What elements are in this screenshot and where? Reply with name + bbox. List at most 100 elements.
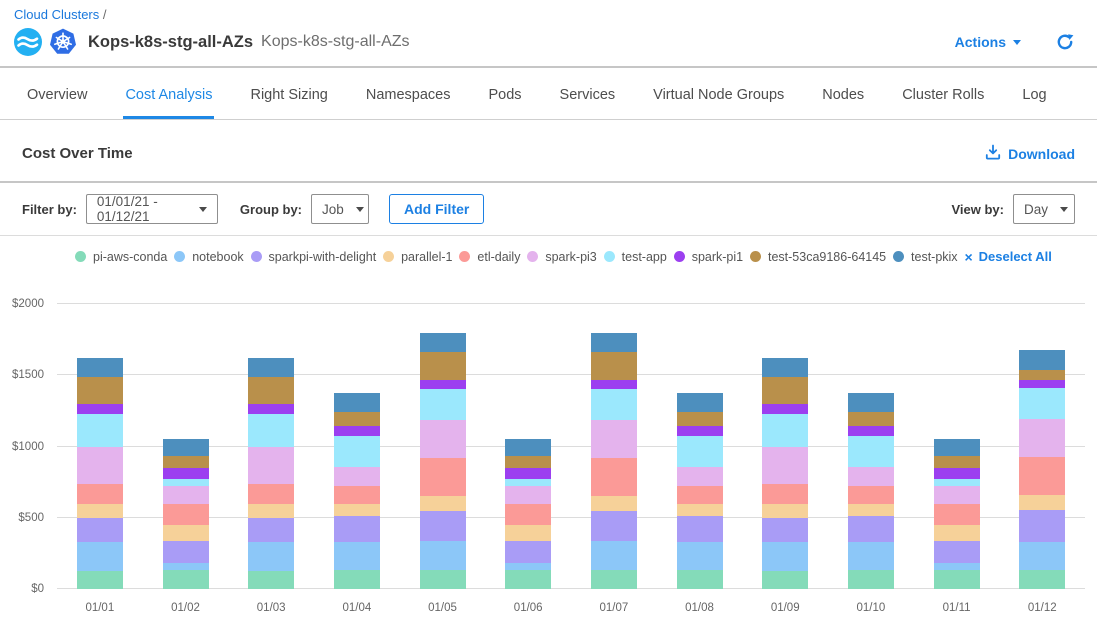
bar-segment-spark-pi3[interactable] [248,447,294,485]
bar-segment-notebook[interactable] [248,542,294,571]
bar-segment-sparkpi-with-delight[interactable] [848,516,894,542]
bar-segment-test-pkix[interactable] [77,358,123,377]
bar-segment-parallel-1[interactable] [591,496,637,511]
tab-log[interactable]: Log [1020,87,1048,119]
bar-segment-pi-aws-conda[interactable] [762,571,808,589]
bar-segment-spark-pi1[interactable] [248,404,294,414]
bar-segment-etl-daily[interactable] [762,484,808,504]
legend-item-test-pkix[interactable]: test-pkix [893,250,958,264]
bar-segment-test-53ca9186-64145[interactable] [77,377,123,404]
bar-segment-spark-pi3[interactable] [591,420,637,458]
bar-segment-sparkpi-with-delight[interactable] [505,541,551,563]
deselect-all-button[interactable]: × Deselect All [964,249,1051,264]
tab-cluster-rolls[interactable]: Cluster Rolls [900,87,986,119]
bar-segment-parallel-1[interactable] [762,504,808,518]
bar-segment-pi-aws-conda[interactable] [420,570,466,589]
bar-segment-test-53ca9186-64145[interactable] [591,352,637,381]
bar-segment-spark-pi3[interactable] [505,486,551,504]
bar-segment-test-53ca9186-64145[interactable] [1019,370,1065,380]
bar-segment-test-pkix[interactable] [420,333,466,352]
bar-segment-etl-daily[interactable] [77,484,123,504]
bar-segment-spark-pi1[interactable] [591,380,637,389]
tab-namespaces[interactable]: Namespaces [364,87,453,119]
bar-segment-test-app[interactable] [163,479,209,487]
legend-item-parallel-1[interactable]: parallel-1 [383,250,452,264]
bar-segment-pi-aws-conda[interactable] [505,570,551,589]
bar-segment-spark-pi1[interactable] [334,426,380,436]
stacked-bar-01/07[interactable] [591,304,637,589]
bar-segment-pi-aws-conda[interactable] [591,570,637,589]
bar-segment-sparkpi-with-delight[interactable] [1019,510,1065,542]
bar-segment-test-53ca9186-64145[interactable] [677,412,723,426]
bar-segment-spark-pi3[interactable] [848,467,894,486]
bar-segment-test-pkix[interactable] [762,358,808,377]
bar-segment-parallel-1[interactable] [848,504,894,517]
bar-segment-etl-daily[interactable] [334,486,380,503]
tab-cost-analysis[interactable]: Cost Analysis [123,87,214,119]
bar-segment-test-53ca9186-64145[interactable] [163,456,209,468]
bar-segment-etl-daily[interactable] [163,504,209,525]
bar-segment-pi-aws-conda[interactable] [677,570,723,589]
bar-segment-etl-daily[interactable] [420,458,466,496]
add-filter-button[interactable]: Add Filter [389,194,484,224]
bar-segment-notebook[interactable] [1019,542,1065,571]
bar-segment-etl-daily[interactable] [505,504,551,525]
bar-segment-test-pkix[interactable] [163,439,209,455]
breadcrumb-link-cloud-clusters[interactable]: Cloud Clusters [14,7,99,22]
stacked-bar-01/03[interactable] [248,304,294,589]
bar-segment-parallel-1[interactable] [420,496,466,511]
bar-segment-spark-pi3[interactable] [334,467,380,486]
bar-segment-test-53ca9186-64145[interactable] [248,377,294,404]
legend-item-spark-pi1[interactable]: spark-pi1 [674,250,743,264]
bar-segment-spark-pi3[interactable] [677,467,723,486]
actions-button[interactable]: Actions [955,34,1021,50]
bar-segment-spark-pi3[interactable] [420,420,466,458]
bar-segment-spark-pi1[interactable] [762,404,808,414]
bar-segment-test-53ca9186-64145[interactable] [505,456,551,468]
bar-segment-spark-pi1[interactable] [677,426,723,436]
bar-segment-pi-aws-conda[interactable] [848,570,894,589]
stacked-bar-01/06[interactable] [505,304,551,589]
stacked-bar-01/08[interactable] [677,304,723,589]
bar-segment-spark-pi3[interactable] [762,447,808,485]
bar-segment-spark-pi1[interactable] [934,468,980,479]
legend-item-test-app[interactable]: test-app [604,250,667,264]
bar-segment-test-pkix[interactable] [848,393,894,412]
bar-segment-spark-pi3[interactable] [77,447,123,485]
legend-item-pi-aws-conda[interactable]: pi-aws-conda [75,250,167,264]
bar-segment-notebook[interactable] [334,542,380,571]
bar-segment-test-53ca9186-64145[interactable] [934,456,980,468]
bar-segment-notebook[interactable] [77,542,123,571]
bar-segment-test-app[interactable] [334,436,380,467]
stacked-bar-01/10[interactable] [848,304,894,589]
bar-segment-etl-daily[interactable] [677,486,723,503]
bar-segment-etl-daily[interactable] [934,504,980,525]
bar-segment-test-app[interactable] [591,389,637,420]
bar-segment-notebook[interactable] [420,541,466,570]
bar-segment-test-app[interactable] [505,479,551,487]
bar-segment-test-app[interactable] [420,389,466,420]
bar-segment-pi-aws-conda[interactable] [248,571,294,589]
bar-segment-spark-pi1[interactable] [77,404,123,414]
bar-segment-notebook[interactable] [591,541,637,570]
bar-segment-spark-pi1[interactable] [505,468,551,479]
refresh-button[interactable] [1055,32,1075,52]
bar-segment-parallel-1[interactable] [334,504,380,517]
tab-overview[interactable]: Overview [25,87,89,119]
legend-item-sparkpi-with-delight[interactable]: sparkpi-with-delight [251,250,377,264]
bar-segment-test-app[interactable] [934,479,980,487]
legend-item-spark-pi3[interactable]: spark-pi3 [527,250,596,264]
bar-segment-parallel-1[interactable] [77,504,123,518]
bar-segment-test-pkix[interactable] [334,393,380,412]
bar-segment-pi-aws-conda[interactable] [77,571,123,589]
bar-segment-test-pkix[interactable] [505,439,551,455]
bar-segment-etl-daily[interactable] [591,458,637,496]
bar-segment-parallel-1[interactable] [677,504,723,517]
group-by-dropdown[interactable]: Job [311,194,369,224]
bar-segment-sparkpi-with-delight[interactable] [591,511,637,542]
bar-segment-test-53ca9186-64145[interactable] [334,412,380,426]
bar-segment-sparkpi-with-delight[interactable] [334,516,380,542]
bar-segment-notebook[interactable] [677,542,723,571]
bar-segment-etl-daily[interactable] [1019,457,1065,495]
bar-segment-test-53ca9186-64145[interactable] [420,352,466,381]
